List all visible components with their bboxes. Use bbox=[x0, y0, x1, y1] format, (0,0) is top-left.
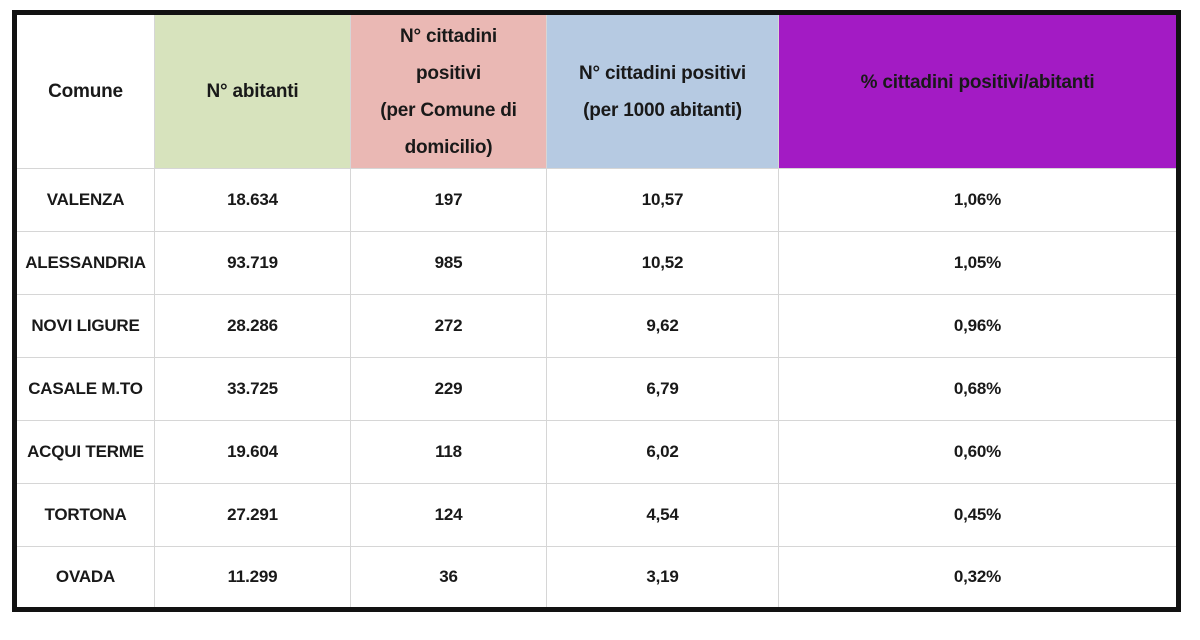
column-header-label: (per Comune di bbox=[380, 99, 517, 121]
cell-comune: TORTONA bbox=[14, 483, 155, 547]
cell-positivi: 985 bbox=[350, 231, 547, 295]
table-row-ovada: OVADA 11.299 36 3,19 0,32% bbox=[14, 546, 1179, 610]
cell-comune: NOVI LIGURE bbox=[14, 294, 155, 358]
column-header-label: N° abitanti bbox=[206, 81, 299, 102]
column-header-abitanti: N° abitanti bbox=[154, 12, 351, 169]
cell-abitanti: 18.634 bbox=[154, 168, 351, 232]
cell-percent: 0,96% bbox=[778, 294, 1179, 358]
cell-abitanti: 19.604 bbox=[154, 420, 351, 484]
cell-abitanti: 11.299 bbox=[154, 546, 351, 610]
cell-positivi: 36 bbox=[350, 546, 547, 610]
cell-positivi-per-1000: 4,54 bbox=[546, 483, 779, 547]
column-header-label: N° cittadini bbox=[399, 25, 498, 47]
column-header-positivi-per-1000: N° cittadini positivi (per 1000 abitanti… bbox=[546, 12, 779, 169]
table-row-casale-mto: CASALE M.TO 33.725 229 6,79 0,68% bbox=[14, 357, 1179, 421]
cell-abitanti: 93.719 bbox=[154, 231, 351, 295]
column-header-label: domicilio) bbox=[404, 136, 493, 158]
table-row-valenza: VALENZA 18.634 197 10,57 1,06% bbox=[14, 168, 1179, 232]
cell-positivi-per-1000: 3,19 bbox=[546, 546, 779, 610]
cell-positivi-per-1000: 6,79 bbox=[546, 357, 779, 421]
cell-positivi: 197 bbox=[350, 168, 547, 232]
table-row-tortona: TORTONA 27.291 124 4,54 0,45% bbox=[14, 483, 1179, 547]
cell-positivi: 124 bbox=[350, 483, 547, 547]
cell-comune: ALESSANDRIA bbox=[14, 231, 155, 295]
cell-positivi-per-1000: 9,62 bbox=[546, 294, 779, 358]
cell-comune: OVADA bbox=[14, 546, 155, 610]
column-header-comune: Comune bbox=[14, 12, 155, 169]
cell-percent: 0,60% bbox=[778, 420, 1179, 484]
table-row-acqui-terme: ACQUI TERME 19.604 118 6,02 0,60% bbox=[14, 420, 1179, 484]
column-header-positivi-domicilio: N° cittadini positivi (per Comune di dom… bbox=[350, 12, 547, 169]
cell-abitanti: 27.291 bbox=[154, 483, 351, 547]
cell-abitanti: 28.286 bbox=[154, 294, 351, 358]
cell-abitanti: 33.725 bbox=[154, 357, 351, 421]
cell-percent: 0,45% bbox=[778, 483, 1179, 547]
column-header-percent-positivi: % cittadini positivi/abitanti bbox=[778, 12, 1179, 169]
column-header-label: (per 1000 abitanti) bbox=[583, 99, 742, 121]
table-row-alessandria: ALESSANDRIA 93.719 985 10,52 1,05% bbox=[14, 231, 1179, 295]
table-row-novi-ligure: NOVI LIGURE 28.286 272 9,62 0,96% bbox=[14, 294, 1179, 358]
cell-percent: 1,06% bbox=[778, 168, 1179, 232]
cell-positivi: 229 bbox=[350, 357, 547, 421]
cell-positivi: 272 bbox=[350, 294, 547, 358]
cell-percent: 1,05% bbox=[778, 231, 1179, 295]
cell-positivi-per-1000: 10,57 bbox=[546, 168, 779, 232]
cell-positivi: 118 bbox=[350, 420, 547, 484]
cell-positivi-per-1000: 10,52 bbox=[546, 231, 779, 295]
cell-percent: 0,32% bbox=[778, 546, 1179, 610]
cell-comune: ACQUI TERME bbox=[14, 420, 155, 484]
column-header-label: % cittadini positivi/abitanti bbox=[860, 72, 1095, 93]
column-header-label: positivi bbox=[416, 62, 481, 84]
cell-percent: 0,68% bbox=[778, 357, 1179, 421]
cell-comune: CASALE M.TO bbox=[14, 357, 155, 421]
header-row: Comune N° abitanti N° cittadini positivi… bbox=[14, 12, 1179, 169]
cell-comune: VALENZA bbox=[14, 168, 155, 232]
column-header-label: N° cittadini positivi bbox=[578, 62, 747, 84]
cell-positivi-per-1000: 6,02 bbox=[546, 420, 779, 484]
positivity-table: Comune N° abitanti N° cittadini positivi… bbox=[12, 10, 1181, 612]
column-header-label: Comune bbox=[48, 81, 123, 102]
